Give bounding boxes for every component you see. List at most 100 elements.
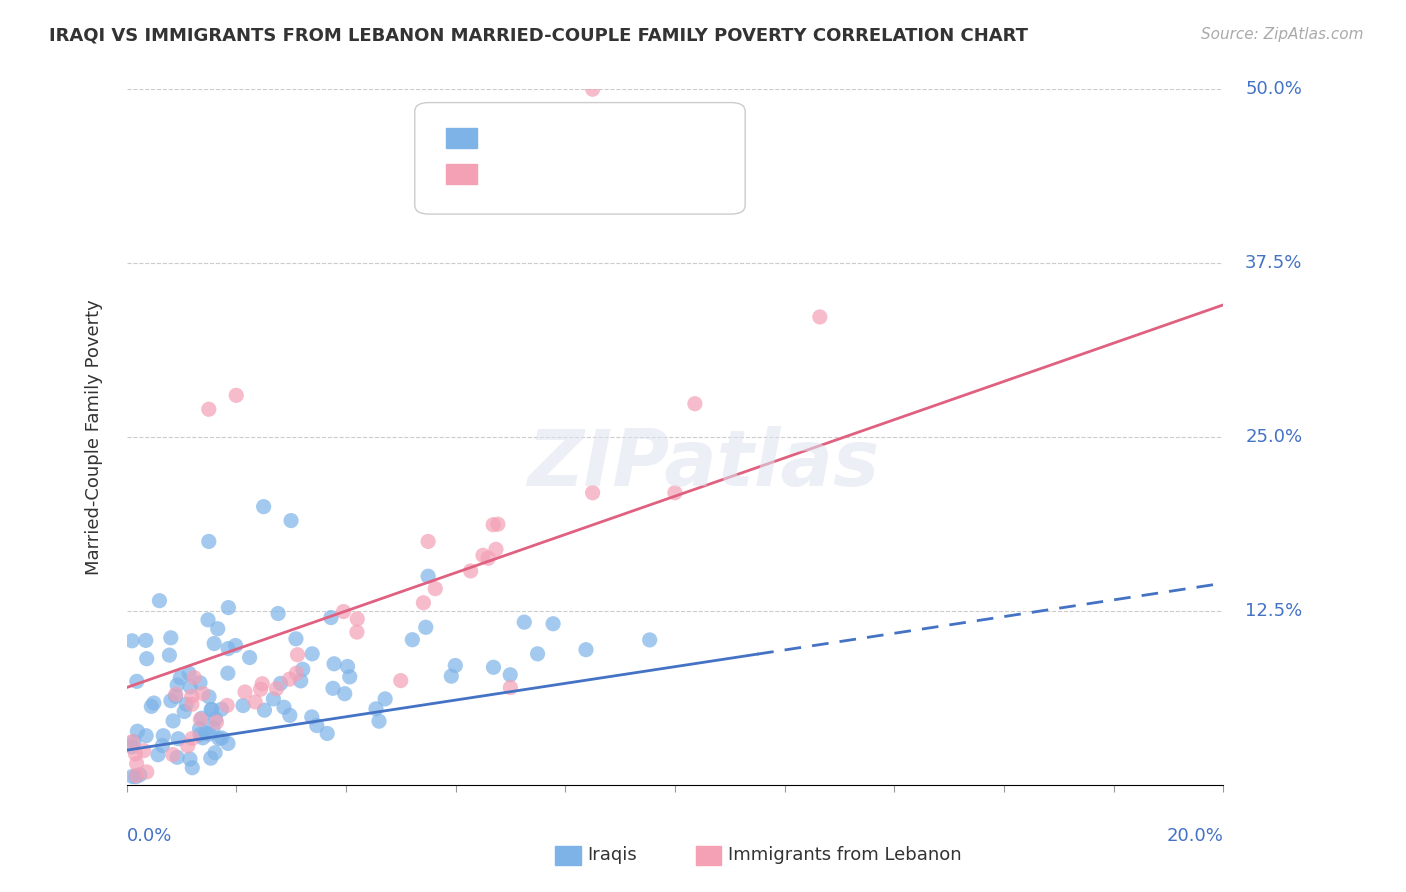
Point [204,746,226,760]
Point [165,687,187,701]
Point [198,727,221,741]
Point [197,534,219,549]
Point [167,731,190,746]
Text: 50.0%: 50.0% [1246,80,1302,98]
Point [253,500,276,514]
Point [482,660,505,674]
Point [270,676,292,690]
Point [485,542,508,557]
Point [333,687,356,701]
Point [211,731,233,745]
Point [208,731,231,746]
Text: N =: N = [593,128,630,145]
Point [412,596,434,610]
Point [125,674,148,689]
Point [191,687,214,701]
Point [287,648,309,662]
Text: Immigrants from Lebanon: Immigrants from Lebanon [728,847,962,864]
Point [477,551,499,566]
Point [316,726,339,740]
Point [472,549,495,563]
Point [232,698,254,713]
Point [582,485,605,500]
Point [664,485,686,500]
Point [368,714,391,729]
Point [425,582,447,596]
Point [180,698,202,712]
Text: 0.0%: 0.0% [127,827,172,845]
Point [194,726,217,740]
Point [121,769,143,783]
Point [135,729,157,743]
Point [122,735,145,749]
Point [415,620,437,634]
Point [253,703,276,717]
Point [180,690,202,704]
Point [191,711,214,725]
Point [162,747,184,762]
Text: IRAQI VS IMMIGRANTS FROM LEBANON MARRIED-COUPLE FAMILY POVERTY CORRELATION CHART: IRAQI VS IMMIGRANTS FROM LEBANON MARRIED… [49,27,1028,45]
Point [166,750,188,764]
Point [252,677,274,691]
Point [217,666,239,681]
Point [121,734,143,748]
Point [165,690,187,704]
Point [482,517,505,532]
Point [183,671,205,685]
Point [225,388,247,402]
Point [166,678,188,692]
Text: 46: 46 [631,163,654,181]
Point [285,666,308,681]
Point [336,659,359,673]
Point [541,616,564,631]
Point [132,744,155,758]
Text: R =: R = [488,163,524,181]
Point [169,671,191,685]
Point [280,514,302,528]
Point [179,752,201,766]
Point [460,564,482,578]
Point [162,714,184,728]
Point [188,722,211,736]
Point [200,703,222,717]
Point [188,728,211,742]
Text: N =: N = [593,163,630,181]
Point [217,736,239,750]
Point [177,666,200,681]
Point [638,632,661,647]
Point [225,639,247,653]
Point [245,695,267,709]
Point [188,675,211,690]
Point [205,715,228,730]
Point [179,680,201,694]
Point [124,747,146,761]
Point [125,756,148,771]
Text: 20.0%: 20.0% [1167,827,1223,845]
Point [440,669,463,683]
Point [444,658,467,673]
Point [582,82,605,96]
Text: 96: 96 [631,128,654,145]
Point [418,569,440,583]
Point [575,642,598,657]
Point [197,402,219,417]
Point [135,633,157,648]
Point [157,648,180,662]
Point [322,681,344,696]
Point [499,681,522,695]
Y-axis label: Married-Couple Family Poverty: Married-Couple Family Poverty [84,299,103,575]
Point [339,670,361,684]
Point [217,600,239,615]
Point [262,692,284,706]
Point [305,718,328,732]
Point [176,739,198,753]
Point [364,702,387,716]
Text: Iraqis: Iraqis [588,847,637,864]
Point [141,699,163,714]
Point [284,632,307,646]
Point [808,310,831,324]
Point [204,712,226,726]
Point [152,729,174,743]
Point [127,724,149,739]
Point [290,673,312,688]
